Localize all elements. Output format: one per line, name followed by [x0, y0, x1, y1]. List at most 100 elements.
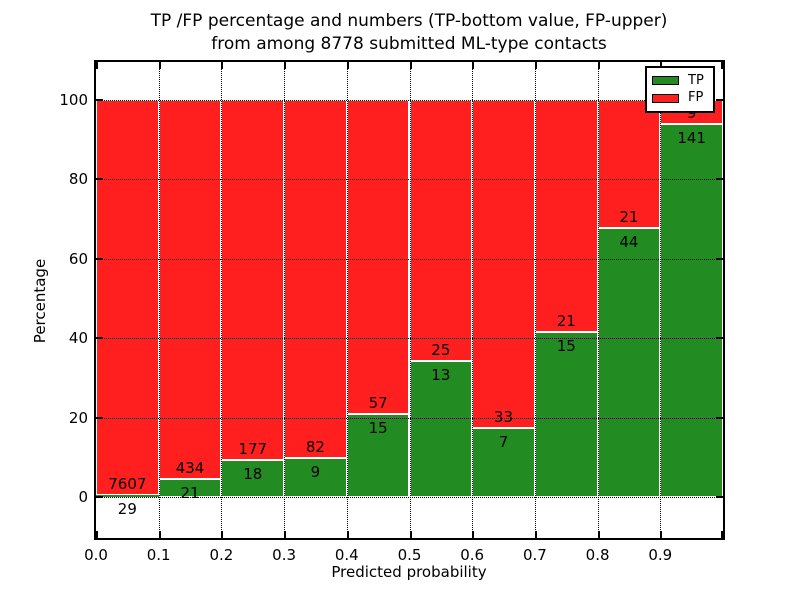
x-tick-mark — [96, 62, 98, 69]
y-tick-label: 80 — [68, 170, 88, 189]
tp-count-label: 9 — [310, 462, 321, 481]
tp-bar-segment — [221, 460, 285, 497]
x-tick-mark — [597, 531, 600, 538]
y-tick-label: 40 — [68, 329, 88, 348]
tp-count-label: 18 — [243, 465, 263, 484]
fp-count-label: 177 — [238, 440, 268, 459]
tp-count-label: 15 — [556, 336, 576, 355]
fp-count-label: 21 — [619, 208, 639, 227]
tp-legend-label: TP — [688, 72, 704, 88]
fp-bar-segment — [472, 100, 535, 428]
x-tick-mark — [721, 62, 723, 69]
tp-count-label: 29 — [117, 500, 137, 519]
x-gridline — [284, 62, 286, 538]
x-tick-mark — [660, 62, 663, 69]
x-gridline — [660, 62, 662, 538]
x-tick-mark — [409, 531, 412, 538]
fp-bar-segment — [409, 100, 473, 362]
tp-bar-segment — [284, 457, 347, 497]
x-tick-mark — [346, 531, 349, 538]
x-gridline — [472, 62, 474, 538]
fp-bar-segment — [158, 100, 222, 479]
x-tick-mark — [346, 62, 349, 69]
x-tick-mark — [158, 531, 161, 538]
tp-count-label: 13 — [431, 366, 451, 385]
x-tick-mark — [284, 531, 287, 538]
fp-bar-segment — [284, 100, 347, 458]
x-tick-mark — [534, 62, 537, 69]
y-tick-mark — [96, 99, 103, 101]
x-tick-mark — [284, 62, 287, 69]
x-gridline — [158, 62, 160, 538]
x-tick-label: 0.8 — [585, 546, 610, 564]
x-tick-label: 0.5 — [397, 546, 422, 564]
y-tick-mark — [716, 416, 723, 419]
fp-bar-segment — [534, 100, 598, 332]
x-tick-mark — [534, 531, 537, 538]
tp-bar-segment — [409, 361, 473, 497]
fp-count-label: 21 — [556, 311, 576, 330]
x-gridline — [597, 62, 599, 538]
tp-bar-segment — [534, 331, 598, 497]
fp-count-label: 434 — [175, 458, 205, 477]
y-tick-mark — [716, 178, 723, 181]
chart-title: TP /FP percentage and numbers (TP-bottom… — [151, 10, 668, 56]
fp-bar-segment — [221, 100, 285, 461]
fp-legend-swatch — [652, 93, 679, 103]
y-tick-mark — [96, 416, 103, 419]
y-tick-mark — [716, 496, 723, 498]
y-tick-mark — [96, 496, 103, 498]
x-tick-mark — [158, 62, 161, 69]
legend-item-fp: FP — [652, 91, 708, 105]
tp-bar-segment — [96, 495, 159, 498]
y-tick-mark — [96, 257, 103, 260]
tp-count-label: 44 — [619, 233, 639, 252]
x-tick-label: 0.9 — [648, 546, 673, 564]
tp-count-label: 141 — [677, 128, 706, 147]
y-tick-label: 0 — [78, 488, 88, 506]
chart-title-line2: from among 8778 submitted ML-type contac… — [211, 34, 607, 54]
legend-item-tp: TP — [652, 72, 708, 88]
tp-bar-segment — [597, 228, 661, 497]
x-gridline — [346, 62, 348, 538]
x-axis-label: Predicted probability — [331, 563, 487, 581]
y-tick-label: 100 — [59, 91, 88, 109]
x-gridline — [409, 62, 411, 538]
fp-count-label: 57 — [368, 394, 388, 413]
x-tick-label: 0.6 — [460, 546, 485, 564]
x-tick-label: 0.2 — [209, 546, 234, 564]
fp-bar-segment — [597, 100, 661, 229]
y-tick-label: 20 — [68, 408, 88, 427]
x-tick-mark — [472, 531, 475, 538]
tp-count-label: 7 — [498, 432, 509, 451]
x-gridline — [534, 62, 536, 538]
x-tick-mark — [96, 531, 98, 538]
x-tick-mark — [409, 62, 412, 69]
x-tick-label: 0.3 — [272, 546, 297, 564]
y-tick-mark — [96, 337, 103, 340]
fp-legend-label: FP — [688, 90, 704, 106]
fp-count-label: 82 — [305, 437, 325, 456]
x-tick-label: 0.0 — [84, 546, 108, 564]
x-tick-mark — [660, 531, 663, 538]
y-tick-mark — [96, 178, 103, 181]
x-tick-mark — [472, 62, 475, 69]
fp-count-label: 33 — [493, 407, 514, 426]
chart-title-line1: TP /FP percentage and numbers (TP-bottom… — [150, 11, 668, 31]
fp-count-label: 7607 — [108, 475, 147, 494]
tp-count-label: 15 — [368, 419, 388, 438]
y-tick-mark — [716, 337, 723, 340]
y-tick-label: 60 — [68, 249, 88, 268]
plot-area: 7607294342117718829571525133372115214491… — [59, 60, 725, 564]
x-tick-mark — [597, 62, 600, 69]
x-tick-mark — [221, 62, 224, 69]
fp-bar-segment — [346, 100, 410, 415]
y-tick-mark — [716, 257, 723, 260]
tp-bar-segment — [346, 414, 410, 497]
tp-legend-swatch — [652, 76, 679, 86]
x-gridline — [221, 62, 223, 538]
y-tick-mark — [716, 99, 723, 101]
legend: TP FP — [645, 66, 715, 113]
x-tick-mark — [221, 531, 224, 538]
